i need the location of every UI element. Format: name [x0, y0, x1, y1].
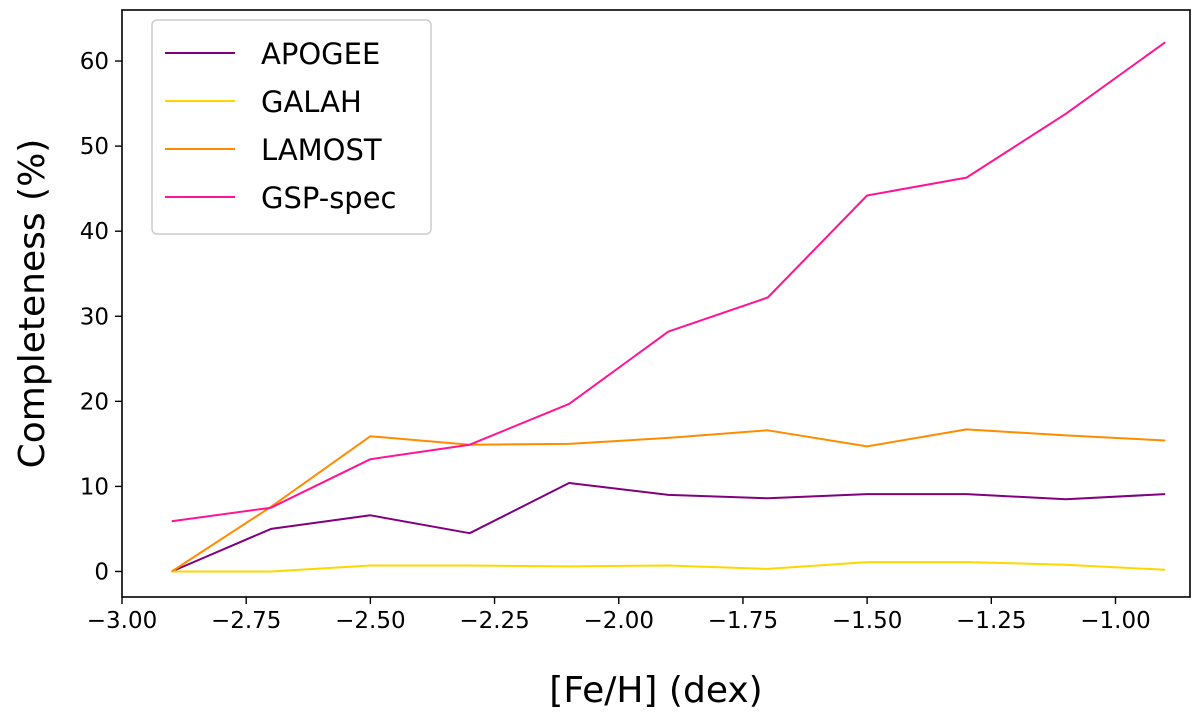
legend-label: APOGEE [261, 37, 380, 71]
x-tick-label: −2.75 [211, 608, 281, 634]
y-axis: 0 10 20 30 40 50 60 [80, 49, 122, 585]
axes-frame [121, 9, 1191, 598]
legend-label: LAMOST [261, 133, 382, 167]
x-tick-label: −1.75 [708, 608, 778, 634]
legend-box [151, 19, 432, 235]
y-tick-label: 0 [94, 559, 109, 585]
series-line-galah [171, 561, 1166, 573]
y-tick-label: 20 [80, 389, 109, 415]
legend: APOGEE GALAH LAMOST GSP-spec [151, 19, 432, 235]
series-line-gsp-spec [171, 41, 1166, 523]
x-tick-label: −1.50 [832, 608, 902, 634]
x-axis: −3.00 −2.75 −2.50 −2.25 −2.00 −1.75 −1.50 −1.25… [87, 597, 1151, 634]
legend-label: GSP-spec [261, 181, 397, 215]
plot-area [171, 41, 1166, 573]
y-tick-label: 10 [80, 474, 109, 500]
y-tick-label: 60 [80, 49, 109, 75]
x-tick-label: −1.00 [1080, 608, 1150, 634]
y-tick-label: 50 [80, 134, 109, 160]
y-tick-label: 30 [80, 304, 109, 330]
series-line-apogee [171, 482, 1166, 573]
x-axis-title: [Fe/H] (dex) [549, 670, 762, 711]
x-tick-label: −3.00 [87, 608, 157, 634]
x-tick-label: −2.00 [584, 608, 654, 634]
x-tick-label: −2.25 [459, 608, 529, 634]
legend-label: GALAH [261, 85, 362, 119]
y-tick-label: 40 [80, 219, 109, 245]
series-line-lamost [171, 428, 1166, 573]
x-tick-label: −2.50 [335, 608, 405, 634]
x-tick-label: −1.25 [956, 608, 1026, 634]
y-axis-title: Completeness (%) [12, 139, 53, 469]
